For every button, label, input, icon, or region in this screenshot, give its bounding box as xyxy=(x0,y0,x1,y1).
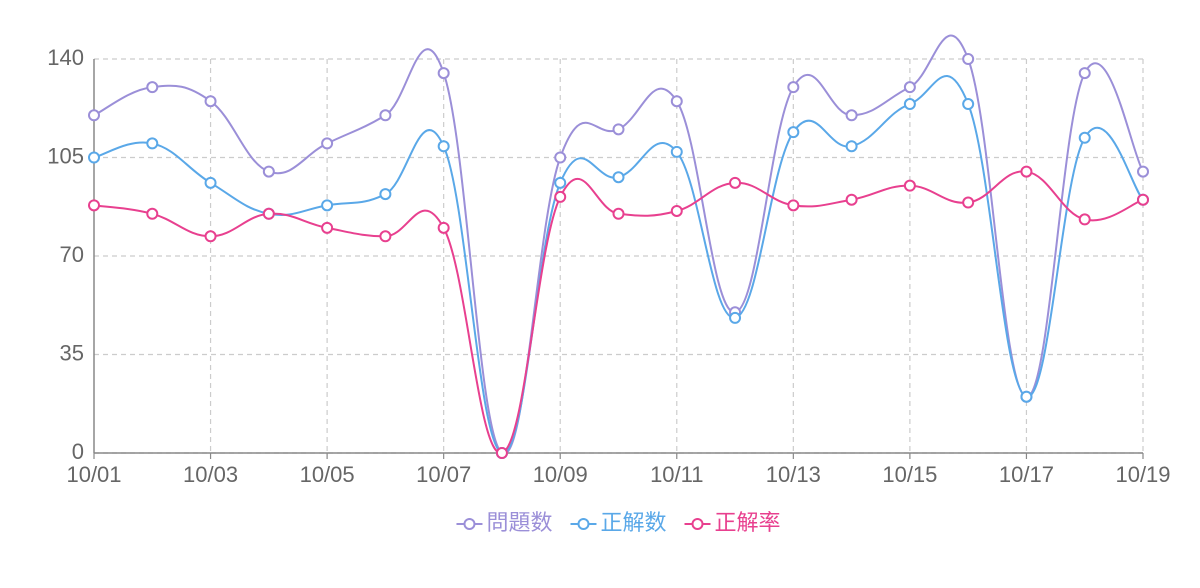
data-point xyxy=(729,176,742,189)
x-tick-label: 10/11 xyxy=(650,462,703,487)
data-point xyxy=(204,95,217,108)
data-point xyxy=(1078,67,1091,80)
data-point xyxy=(379,188,392,201)
y-tick-label: 105 xyxy=(47,143,84,168)
data-point xyxy=(1078,213,1091,226)
data-point xyxy=(903,98,916,111)
data-point xyxy=(204,176,217,189)
data-point xyxy=(787,81,800,94)
y-tick-label: 35 xyxy=(60,340,84,365)
x-tick-label: 10/05 xyxy=(300,462,355,487)
data-point xyxy=(495,447,508,459)
y-tick-label: 0 xyxy=(72,439,84,464)
data-point xyxy=(670,95,683,108)
legend-marker xyxy=(691,518,704,530)
x-tick-label: 10/15 xyxy=(882,462,937,487)
legend-label: 正解率 xyxy=(715,510,781,535)
data-point xyxy=(88,151,100,164)
data-point xyxy=(670,204,683,217)
data-point xyxy=(1020,165,1033,178)
data-point xyxy=(612,207,625,220)
data-point xyxy=(1020,390,1033,403)
data-point xyxy=(729,311,742,324)
data-point xyxy=(437,67,450,80)
data-point xyxy=(845,140,858,153)
legend-item: 正解率 xyxy=(684,510,781,535)
legend-item: 正解数 xyxy=(570,510,667,535)
x-tick-label: 10/07 xyxy=(416,462,471,487)
y-tick-label: 70 xyxy=(60,242,84,267)
data-point xyxy=(787,199,800,212)
data-point xyxy=(321,137,334,150)
data-point xyxy=(262,207,275,220)
legend: 問題数 正解数 正解率 xyxy=(456,510,781,535)
data-point xyxy=(554,151,567,164)
data-point xyxy=(379,109,392,122)
legend-marker xyxy=(463,518,476,530)
data-point xyxy=(1137,165,1149,178)
data-point xyxy=(962,196,975,209)
data-point xyxy=(903,81,916,94)
data-point xyxy=(1078,131,1091,144)
data-point xyxy=(554,176,567,189)
data-point xyxy=(88,199,100,212)
data-point xyxy=(321,199,334,212)
data-point xyxy=(1137,193,1149,206)
x-tick-label: 10/03 xyxy=(183,462,238,487)
data-point xyxy=(437,140,450,153)
x-tick-label: 10/19 xyxy=(1115,462,1170,487)
x-tick-label: 10/17 xyxy=(999,462,1054,487)
x-tick-label: 10/09 xyxy=(533,462,588,487)
x-tick-label: 10/13 xyxy=(766,462,821,487)
data-point xyxy=(845,193,858,206)
data-point xyxy=(962,98,975,111)
data-point xyxy=(204,230,217,243)
x-tick-label: 10/01 xyxy=(66,462,121,487)
data-point xyxy=(321,221,334,234)
legend-label: 問題数 xyxy=(486,510,552,535)
data-point xyxy=(962,53,975,65)
data-point xyxy=(379,230,392,243)
data-point xyxy=(670,145,683,158)
series-line xyxy=(93,34,1144,455)
series-line xyxy=(93,170,1144,454)
data-point xyxy=(787,126,800,139)
legend-label: 正解数 xyxy=(600,510,666,535)
data-point xyxy=(612,123,625,136)
data-point xyxy=(146,137,159,150)
data-point xyxy=(88,109,100,122)
y-tick-label: 140 xyxy=(47,45,84,70)
data-point xyxy=(146,207,159,220)
data-point xyxy=(437,221,450,234)
legend-item: 問題数 xyxy=(456,510,552,535)
data-point xyxy=(845,109,858,122)
data-point xyxy=(262,165,275,178)
data-point xyxy=(146,81,159,94)
legend-marker xyxy=(577,518,590,530)
data-point xyxy=(612,171,625,184)
data-point xyxy=(903,179,916,192)
data-point xyxy=(554,190,567,203)
